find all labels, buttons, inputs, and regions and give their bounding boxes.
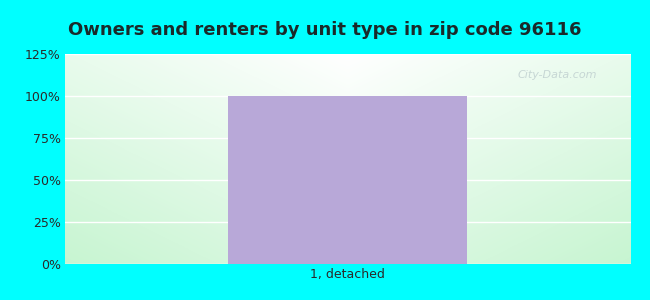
Text: City-Data.com: City-Data.com bbox=[517, 70, 597, 80]
Bar bbox=[228, 96, 467, 264]
Text: Owners and renters by unit type in zip code 96116: Owners and renters by unit type in zip c… bbox=[68, 21, 582, 39]
